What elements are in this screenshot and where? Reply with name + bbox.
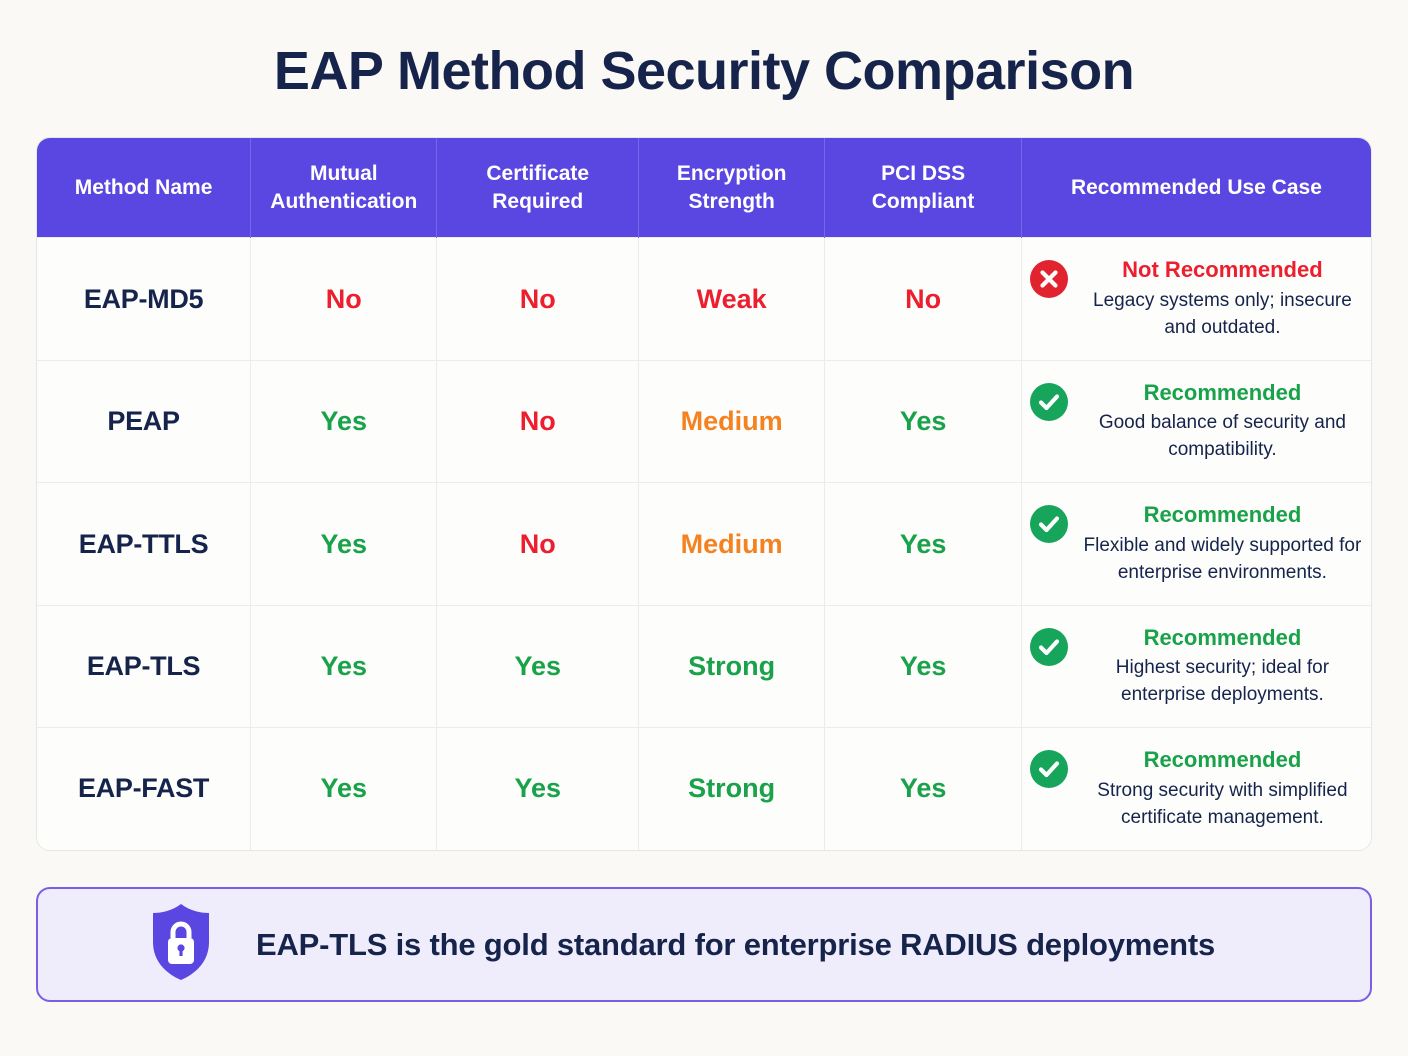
column-header-mutual-authentication: Mutual Authentication [250, 138, 438, 238]
table-row: EAP-MD5 No No Weak No [37, 237, 1371, 361]
column-header-label-line1: Mutual [309, 162, 378, 185]
cell-encryption-strength: Medium [638, 359, 826, 483]
column-header-label-line1: PCI DSS [881, 162, 966, 185]
cell-certificate-required: No [436, 237, 639, 361]
cell-encryption-strength: Weak [638, 237, 826, 361]
cell-pci-dss-compliant: Yes [824, 359, 1022, 483]
column-header-label: Method Name [74, 175, 213, 199]
column-header-pci-dss-compliant: PCI DSS Compliant [824, 138, 1022, 238]
use-case-description: Flexible and widely supported for enterp… [1083, 534, 1362, 583]
cell-encryption-strength: Medium [638, 482, 826, 606]
page-title: EAP Method Security Comparison [273, 41, 1135, 101]
cell-certificate-required: Yes [436, 727, 639, 850]
column-header-label-line2: Compliant [871, 189, 975, 213]
table-header-row: Method Name Mutual Authentication Certif… [37, 138, 1371, 238]
column-header-label-line2: Required [492, 189, 584, 213]
check-circle-icon [1029, 750, 1068, 789]
cell-certificate-required: No [436, 482, 639, 606]
use-case-description: Strong security with simplified certific… [1097, 779, 1348, 828]
check-circle-icon [1029, 382, 1068, 421]
use-case-status: Recommended [1143, 747, 1302, 773]
check-circle-icon [1029, 505, 1068, 544]
table-row: EAP-TTLS Yes No Medium Yes [37, 482, 1371, 606]
table-row: EAP-FAST Yes Yes Strong Yes [37, 727, 1371, 850]
column-header-encryption-strength: Encryption Strength [638, 138, 826, 238]
cell-recommended-use-case: Recommended Flexible and widely supporte… [1021, 482, 1371, 606]
use-case-status: Recommended [1143, 379, 1302, 405]
check-circle-icon [1029, 627, 1068, 666]
use-case-status: Recommended [1143, 502, 1302, 528]
column-header-label-line2: Authentication [270, 189, 418, 213]
cell-certificate-required: Yes [436, 604, 639, 728]
cell-mutual-authentication: Yes [250, 727, 438, 850]
cell-mutual-authentication: No [250, 237, 438, 361]
shield-lock-icon [148, 902, 214, 987]
use-case-description: Good balance of security and compatibili… [1098, 412, 1346, 461]
column-header-label-line1: Certificate [486, 162, 590, 185]
comparison-table-container: Method Name Mutual Authentication Certif… [36, 137, 1372, 851]
cell-recommended-use-case: Recommended Strong security with simplif… [1021, 727, 1371, 850]
column-header-recommended-use-case: Recommended Use Case [1021, 138, 1371, 238]
cell-pci-dss-compliant: Yes [824, 727, 1022, 850]
banner-text: EAP-TLS is the gold standard for enterpr… [256, 926, 1216, 962]
table-header: Method Name Mutual Authentication Certif… [37, 138, 1371, 238]
column-header-label-line2: Strength [688, 189, 775, 213]
cell-encryption-strength: Strong [638, 727, 826, 850]
table-row: PEAP Yes No Medium Yes [37, 359, 1371, 483]
cell-method-name: EAP-TTLS [37, 482, 252, 606]
cell-method-name: EAP-TLS [37, 604, 252, 728]
cell-recommended-use-case: Recommended Highest security; ideal for … [1021, 604, 1371, 728]
cell-mutual-authentication: Yes [250, 604, 438, 728]
column-header-method-name: Method Name [37, 138, 252, 238]
cell-mutual-authentication: Yes [250, 359, 438, 483]
use-case-description: Highest security; ideal for enterprise d… [1115, 657, 1330, 706]
cell-recommended-use-case: Not Recommended Legacy systems only; ins… [1021, 237, 1371, 361]
comparison-table: Method Name Mutual Authentication Certif… [37, 138, 1371, 850]
x-circle-icon [1029, 260, 1068, 299]
use-case-status: Recommended [1143, 624, 1302, 650]
column-header-label-line1: Encryption [676, 162, 787, 185]
key-takeaway-banner: EAP-TLS is the gold standard for enterpr… [36, 887, 1372, 1002]
table-body: EAP-MD5 No No Weak No [37, 237, 1371, 850]
cell-recommended-use-case: Recommended Good balance of security and… [1021, 359, 1371, 483]
cell-pci-dss-compliant: Yes [824, 482, 1022, 606]
column-header-certificate-required: Certificate Required [436, 138, 639, 238]
cell-method-name: EAP-FAST [37, 727, 252, 850]
cell-pci-dss-compliant: No [824, 237, 1022, 361]
table-row: EAP-TLS Yes Yes Strong Yes [37, 604, 1371, 728]
cell-encryption-strength: Strong [638, 604, 826, 728]
cell-certificate-required: No [436, 359, 639, 483]
cell-method-name: EAP-MD5 [37, 237, 252, 361]
cell-pci-dss-compliant: Yes [824, 604, 1022, 728]
use-case-description: Legacy systems only; insecure and outdat… [1093, 289, 1352, 338]
use-case-status: Not Recommended [1122, 257, 1323, 283]
cell-method-name: PEAP [37, 359, 252, 483]
column-header-label: Recommended Use Case [1070, 175, 1322, 199]
cell-mutual-authentication: Yes [250, 482, 438, 606]
